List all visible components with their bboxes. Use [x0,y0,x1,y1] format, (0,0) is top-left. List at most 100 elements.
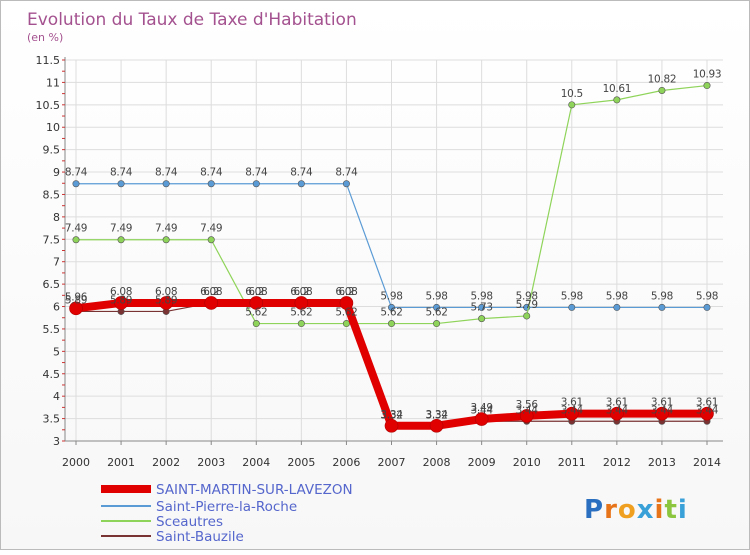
y-tick-label: 7 [53,256,60,269]
y-tick-label: 5 [53,345,60,358]
data-point [429,418,444,433]
data-point [162,180,170,188]
x-tick-label: 2006 [332,456,360,469]
data-point [387,303,395,311]
data-point [433,320,441,328]
data-label: 8.74 [200,167,223,179]
data-label: 6.08 [245,286,267,298]
data-point [478,303,486,311]
data-label: 8.74 [290,167,313,179]
data-label: 5.98 [380,290,402,302]
data-label: 6.08 [335,286,357,298]
y-tick-label: 9.5 [43,144,61,157]
data-point [387,320,395,328]
data-label: 8.74 [335,167,358,179]
data-point [568,303,576,311]
x-tick-label: 2005 [287,456,315,469]
series-1 [72,180,711,311]
data-label: 6.08 [110,286,132,298]
data-label: 8.74 [245,167,268,179]
data-point [658,303,666,311]
data-label: 5.98 [651,290,673,302]
data-label: 5.98 [516,290,538,302]
x-tick-label: 2010 [513,456,541,469]
data-point [114,296,128,310]
x-tick-label: 2011 [558,456,586,469]
data-point [249,296,264,310]
y-tick-label: 8.5 [43,188,61,201]
data-label: 5.62 [380,307,402,319]
data-label: 3.44 [651,404,674,416]
data-point [159,296,173,310]
data-label: 3.32 [425,410,447,422]
data-label: 3.61 [561,397,583,409]
data-label: 5.98 [561,290,583,302]
data-label: 6.2 [339,286,355,298]
data-label: 3.32 [380,410,402,422]
data-point [252,320,260,328]
y-tick-label: 4 [53,390,60,403]
series-0 [69,296,714,433]
data-point [204,296,219,310]
y-tick-label: 10.5 [36,99,61,112]
data-point [568,101,576,109]
legend-label: Saint-Bauzile [156,529,244,545]
data-point [297,320,305,328]
x-tick-label: 2002 [152,456,180,469]
data-label: 7.49 [155,223,177,235]
data-label: 5.89 [65,294,87,306]
x-tick-label: 2014 [693,456,721,469]
data-point [69,301,83,316]
data-point [342,180,350,188]
data-label: 5.89 [155,294,177,306]
data-label: 6.08 [155,286,177,298]
data-point [339,296,354,310]
y-tick-label: 11.5 [36,54,61,67]
data-point [297,180,305,188]
data-point [162,236,170,244]
data-label: 5.98 [425,290,447,302]
data-label: 3.44 [471,404,494,416]
data-label: 3.44 [516,404,539,416]
data-point [294,296,309,310]
x-tick-label: 2000 [62,456,90,469]
data-label: 3.61 [606,397,628,409]
x-tick-label: 2001 [107,456,135,469]
axis-layer: 3 3.5 4 4.5 5 5.5 6 6.5 7 7.5 8 8.5 9 9.5 10 10.5 11 11.5… [36,54,723,469]
data-label: 10.61 [603,83,632,95]
data-point [72,236,80,244]
data-label: 3.61 [696,397,718,409]
data-label-layer: 8.74 8.74 8.74 8.74 8.74 8.74 8.74 5.98 5.98 5.98… [65,69,722,422]
data-point [658,86,666,94]
data-label: 8.74 [110,167,133,179]
data-label: 6.2 [248,286,264,298]
y-tick-label: 4.5 [43,368,61,381]
proxiti-logo-text: Proxiti [584,495,688,525]
data-point [703,82,711,90]
x-tick-label: 2004 [242,456,270,469]
data-label: 6.2 [203,286,219,298]
legend-label: Sceautres [156,514,223,530]
data-label: 5.62 [245,307,267,319]
series-layer [69,82,714,433]
grid-layer [65,59,723,442]
data-point [655,406,669,421]
y-tick-label: 3 [53,435,60,448]
y-tick-label: 11 [46,76,60,89]
data-point [700,406,714,421]
data-label: 3.61 [651,397,673,409]
x-tick-label: 2012 [603,456,631,469]
data-label: 6.08 [200,286,222,298]
data-label: 7.49 [200,223,222,235]
data-label: 6.08 [290,286,312,298]
data-point [207,236,215,244]
x-tick-label: 2013 [648,456,676,469]
proxiti-logo: Proxiti [584,495,688,525]
y-tick-label: 6.5 [43,278,61,291]
y-tick-label: 5.5 [43,323,61,336]
data-point [519,409,534,423]
data-point [613,303,621,311]
data-label: 3.49 [471,402,493,414]
